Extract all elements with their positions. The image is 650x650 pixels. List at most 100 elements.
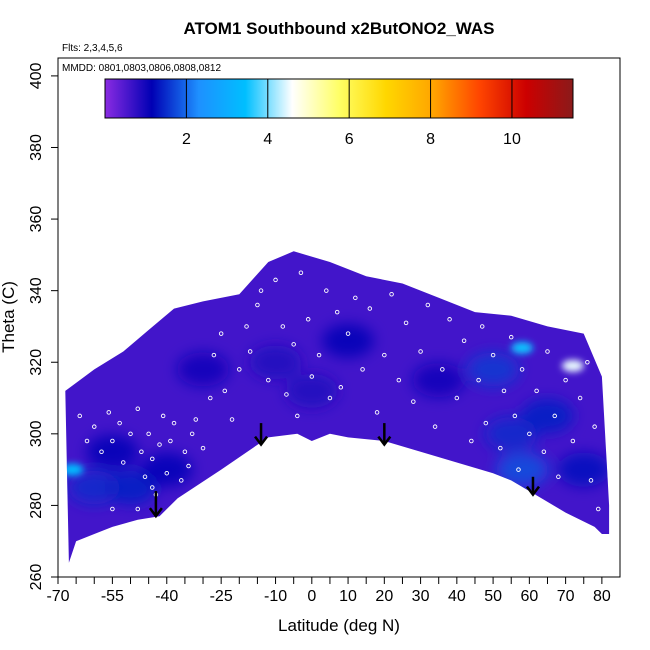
sample-point bbox=[280, 324, 286, 329]
sample-point bbox=[595, 506, 601, 512]
colorbar-tick-label: 2 bbox=[182, 131, 191, 148]
sample-point bbox=[168, 438, 173, 444]
sample-point bbox=[150, 485, 155, 490]
flight-arrow bbox=[254, 423, 269, 447]
sample-point bbox=[327, 395, 333, 401]
sample-point bbox=[164, 470, 170, 476]
sample-point bbox=[295, 413, 300, 419]
colorbar-tick-label: 8 bbox=[426, 131, 435, 148]
field-region bbox=[322, 323, 375, 358]
sample-point bbox=[508, 334, 514, 340]
sample-point bbox=[298, 270, 304, 276]
sample-point bbox=[516, 467, 521, 472]
field-region bbox=[68, 470, 121, 505]
field-region bbox=[485, 416, 538, 451]
x-axis-label: Latitude (deg N) bbox=[278, 616, 400, 635]
field-region bbox=[86, 434, 139, 469]
sample-point bbox=[577, 395, 583, 401]
flight-arrow bbox=[148, 491, 163, 519]
sample-point bbox=[389, 291, 394, 297]
sample-point bbox=[135, 506, 141, 512]
y-tick-label: 260 bbox=[28, 564, 45, 591]
sample-point bbox=[211, 352, 217, 358]
field-region bbox=[249, 345, 302, 380]
sample-point bbox=[403, 320, 409, 326]
x-tick-label: -25 bbox=[210, 588, 233, 605]
sample-point bbox=[237, 367, 242, 372]
sample-point bbox=[334, 309, 340, 315]
sample-point bbox=[291, 342, 296, 347]
x-tick-label: 50 bbox=[484, 588, 502, 605]
flight-arrows bbox=[148, 423, 540, 519]
sample-point bbox=[208, 395, 213, 401]
sample-point bbox=[222, 388, 228, 394]
flights-note: Flts: 2,3,4,5,6 bbox=[62, 43, 123, 54]
x-tick-label: 60 bbox=[520, 588, 538, 605]
sample-point bbox=[324, 288, 329, 293]
x-tick-label: 20 bbox=[375, 588, 393, 605]
x-tick-label: 80 bbox=[593, 588, 611, 605]
field-hotspot bbox=[561, 359, 584, 372]
field-region bbox=[140, 452, 193, 487]
sample-point bbox=[461, 338, 467, 344]
sample-point bbox=[150, 456, 155, 462]
sample-point bbox=[396, 377, 402, 383]
chart-title: ATOM1 Southbound x2ButONO2_WAS bbox=[183, 19, 494, 38]
colorbar-tick-label: 10 bbox=[503, 131, 521, 148]
sample-point bbox=[193, 417, 199, 422]
sample-point bbox=[99, 449, 104, 454]
sample-point bbox=[469, 438, 474, 444]
sample-point bbox=[179, 499, 184, 505]
flight-arrow bbox=[525, 476, 540, 497]
x-tick-label: 70 bbox=[557, 588, 575, 605]
sample-point bbox=[255, 302, 260, 308]
sample-point bbox=[106, 410, 112, 415]
x-tick-label: 0 bbox=[307, 588, 316, 605]
sample-point bbox=[374, 410, 380, 415]
sample-point bbox=[425, 302, 431, 308]
sample-point bbox=[128, 431, 133, 437]
sample-point bbox=[266, 377, 271, 383]
field-region bbox=[412, 363, 465, 398]
field-hotspot bbox=[65, 463, 84, 476]
sample-point bbox=[77, 413, 83, 419]
sample-point bbox=[139, 449, 144, 454]
sample-point bbox=[440, 367, 445, 372]
field-region bbox=[285, 373, 338, 408]
sample-point bbox=[345, 331, 351, 336]
sample-point bbox=[556, 474, 561, 480]
field-region bbox=[104, 470, 157, 505]
sample-point bbox=[498, 445, 503, 451]
sample-point bbox=[592, 424, 597, 429]
sample-point bbox=[200, 445, 206, 451]
x-axis: -70 -55 -40 -25 -10 0 10 20 30 40 50 60 70 80 bbox=[46, 577, 611, 605]
sample-point bbox=[534, 388, 539, 394]
sample-point bbox=[479, 324, 485, 329]
sample-point bbox=[247, 349, 253, 354]
x-tick-label: 10 bbox=[339, 588, 357, 605]
colorbar-tick-label: 6 bbox=[345, 131, 354, 148]
colorbar-ticks: 2 4 6 8 10 bbox=[182, 79, 521, 148]
sample-point bbox=[92, 424, 97, 429]
sample-point bbox=[117, 420, 122, 426]
theta-latitude-field bbox=[65, 251, 610, 563]
y-axis: 260 280 300 320 340 360 380 400 bbox=[28, 62, 58, 590]
sample-point bbox=[411, 399, 416, 404]
y-tick-label: 340 bbox=[28, 277, 45, 304]
field-region bbox=[557, 452, 610, 487]
sample-point bbox=[447, 317, 452, 322]
field-enhanced-regions bbox=[68, 323, 610, 505]
sample-point bbox=[545, 349, 550, 354]
sample-point bbox=[527, 431, 532, 437]
field-region bbox=[521, 398, 574, 433]
sample-point bbox=[110, 506, 115, 512]
sample-point bbox=[179, 478, 184, 483]
x-tick-label: -55 bbox=[101, 588, 124, 605]
sample-point bbox=[360, 367, 365, 372]
sample-point bbox=[258, 288, 264, 293]
sample-point bbox=[316, 352, 322, 358]
sample-point bbox=[490, 352, 496, 358]
sample-point bbox=[382, 352, 387, 358]
flight-arrow bbox=[377, 423, 392, 447]
